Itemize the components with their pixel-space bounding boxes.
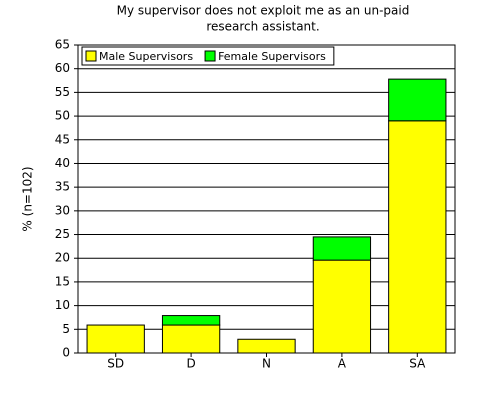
y-tick-label: 50: [55, 109, 70, 123]
y-tick-label: 0: [62, 346, 70, 360]
y-tick-label: 45: [55, 132, 70, 146]
bar-segment: [312, 259, 372, 354]
x-tick-label: N: [262, 357, 271, 371]
bar-segment: [161, 324, 221, 354]
chart-title: My supervisor does not exploit me as an …: [117, 4, 410, 18]
legend-label: Male Supervisors: [99, 50, 193, 63]
y-tick-label: 15: [55, 274, 70, 288]
y-tick-label: 20: [55, 251, 70, 265]
y-tick-label: 55: [55, 85, 70, 99]
x-tick-label: A: [338, 357, 347, 371]
x-tick-label: SA: [409, 357, 426, 371]
y-tick-label: 40: [55, 156, 70, 170]
y-axis-label: % (n=102): [21, 166, 35, 231]
legend-label: Female Supervisors: [218, 50, 326, 63]
plot-frame: [77, 44, 456, 354]
y-tick-label: 25: [55, 227, 70, 241]
chart-title: research assistant.: [206, 20, 319, 34]
bar-segment: [161, 315, 221, 326]
x-tick-label: SD: [107, 357, 124, 371]
bar-segment: [86, 324, 145, 354]
y-tick-label: 65: [55, 38, 70, 52]
y-tick-label: 5: [62, 322, 70, 336]
legend-swatch: [204, 50, 216, 62]
y-tick-label: 30: [55, 203, 70, 217]
bar-segment: [312, 236, 372, 261]
bar-segment: [388, 78, 447, 122]
x-tick-label: D: [186, 357, 195, 371]
y-tick-label: 60: [55, 61, 70, 75]
bar-segment: [237, 338, 296, 354]
legend-swatch: [85, 50, 97, 62]
y-tick-label: 10: [55, 298, 70, 312]
bar-segment: [388, 120, 447, 354]
y-tick-label: 35: [55, 180, 70, 194]
